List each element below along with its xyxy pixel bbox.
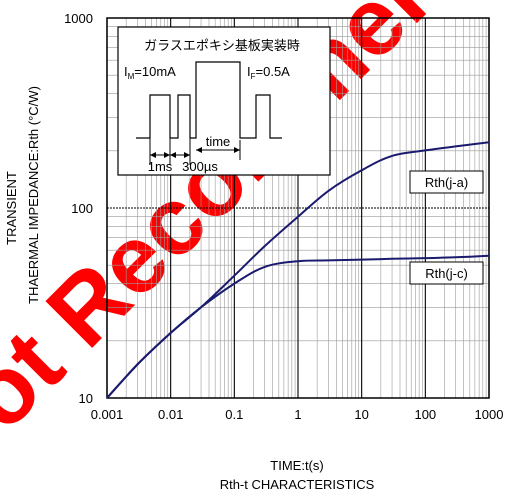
label-rth-ja-text: Rth(j-a) xyxy=(425,175,468,190)
label-rth-ja: Rth(j-a) xyxy=(409,170,484,194)
y-tick-label: 10 xyxy=(79,391,93,406)
chart-caption: Rth-t CHARACTERISTICS xyxy=(220,477,375,492)
series-line-rth-jc xyxy=(106,254,490,399)
inset-box: ガラスエポキシ基板実装時 IM=10mA IF=0.5A time 1ms 30… xyxy=(117,26,331,176)
dur2-label: 300µs xyxy=(182,159,218,174)
inset-title: ガラスエポキシ基板実装時 xyxy=(144,38,300,53)
x-tick-label: 1 xyxy=(294,407,301,422)
dur1-label: 1ms xyxy=(148,159,173,174)
y-tick-label: 1000 xyxy=(64,11,93,26)
label-rth-jc: Rth(j-c) xyxy=(409,261,484,285)
y-tick-label: 100 xyxy=(71,201,93,216)
dimension-arrowheads xyxy=(150,147,240,158)
x-axis-title: TIME:t(s) xyxy=(270,458,323,473)
x-tick-labels: 0.001 0.01 0.1 1 10 100 1000 xyxy=(91,407,504,422)
x-tick-label: 0.001 xyxy=(91,407,124,422)
x-tick-label: 100 xyxy=(414,407,436,422)
x-tick-label: 1000 xyxy=(475,407,504,422)
if-label: IF=0.5A xyxy=(247,64,290,81)
im-label: IM=10mA xyxy=(124,64,176,81)
time-label: time xyxy=(206,134,231,149)
y-axis-title-line1: TRANSIENT xyxy=(4,171,19,245)
x-tick-label: 0.1 xyxy=(225,407,243,422)
label-rth-jc-text: Rth(j-c) xyxy=(425,266,468,281)
series-layer xyxy=(106,141,490,399)
pulse-waveform xyxy=(136,61,282,139)
x-tick-label: 10 xyxy=(354,407,368,422)
y-tick-labels: 10 100 1000 xyxy=(64,11,93,406)
x-tick-label: 0.01 xyxy=(158,407,183,422)
plot-frame xyxy=(106,17,490,399)
y-axis-title-line2: THAERMAL IMPEDANCE:Rth (°C/W) xyxy=(26,86,41,304)
